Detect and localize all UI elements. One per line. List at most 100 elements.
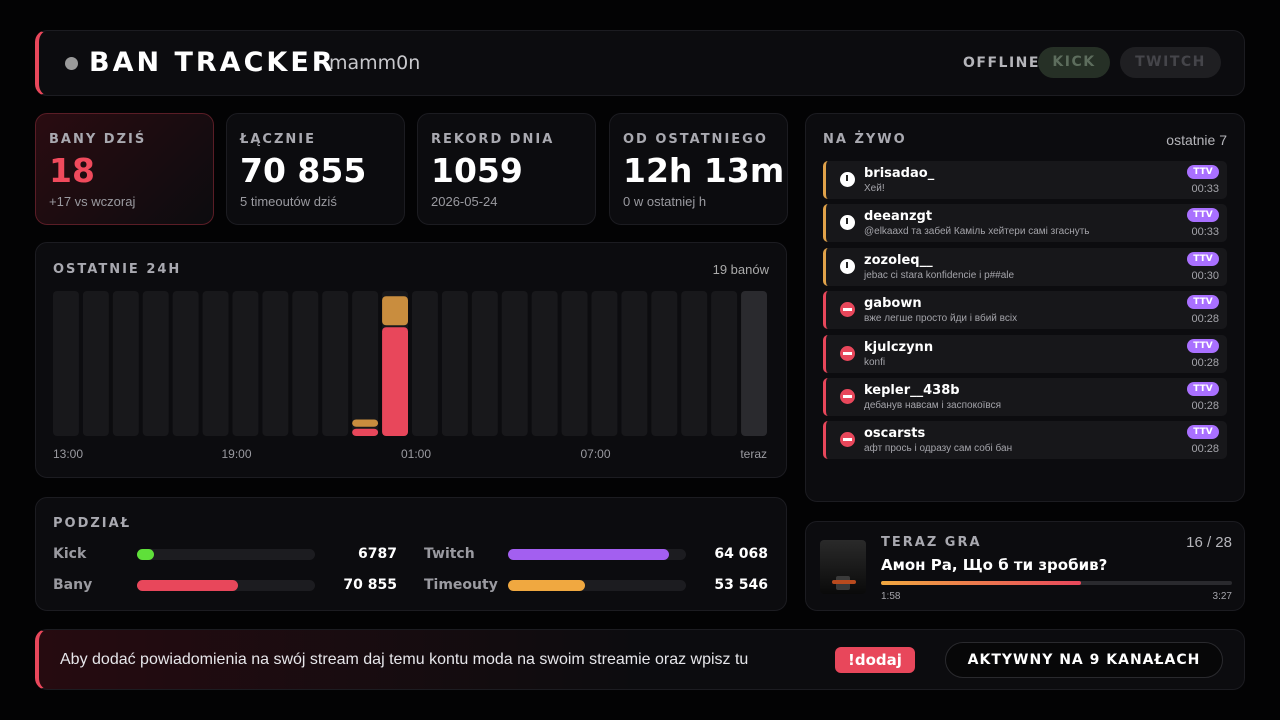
hour-column [741, 291, 767, 436]
stat-value: 1059 [431, 151, 523, 190]
event-row[interactable]: kjulczynn konfi TTV 00:28 [823, 334, 1227, 373]
x-tick-label: teraz [740, 447, 767, 461]
x-tick-label: 01:00 [401, 447, 431, 461]
hour-column [711, 291, 738, 436]
hour-column [352, 291, 379, 436]
event-message: Хей! [864, 183, 885, 194]
event-icon [840, 172, 855, 187]
event-row[interactable]: oscarsts афт прось і одразу сам собі бан T… [823, 421, 1227, 460]
split-track [137, 549, 315, 560]
platform-badge: TTV [1187, 382, 1219, 396]
split-name: Twitch [424, 546, 475, 562]
stat-label: REKORD DNIA [431, 132, 555, 147]
status: OFFLINE [963, 55, 1040, 71]
event-icon [840, 302, 855, 318]
duration-time: 3:27 [1212, 591, 1232, 602]
event-user: gabown [864, 296, 922, 312]
stat-value: 70 855 [240, 151, 367, 190]
stat-card: REKORD DNIA 1059 2026-05-24 [417, 113, 596, 225]
header: BAN TRACKER mamm0n OFFLINE KICK TWITCH [35, 30, 1245, 96]
split-name: Timeouty [424, 577, 498, 593]
event-message: вже легше просто йди і вбий всіх [864, 313, 1018, 325]
event-user: kjulczynn [864, 339, 934, 355]
platform-button[interactable]: TWITCH [1120, 47, 1221, 78]
channels-badge: AKTYWNY NA 9 KANAŁACH [945, 642, 1223, 678]
event-time: 00:28 [1191, 356, 1219, 369]
platform-badge: TTV [1187, 425, 1219, 440]
event-user: brisadao_ [864, 166, 935, 181]
event-icon [840, 345, 855, 361]
split-bar [508, 549, 669, 560]
stat-sub: 2026-05-24 [431, 194, 498, 209]
panel-title: PODZIAŁ [53, 516, 132, 531]
split-bar [508, 580, 585, 591]
event-message: дебанув навсам і заспокоївся [864, 400, 1002, 411]
platform-button[interactable]: KICK [1038, 47, 1110, 78]
ban-bar [352, 428, 379, 436]
event-time: 00:28 [1191, 400, 1219, 412]
footer-bar: Aby dodać powiadomienia na swój stream d… [35, 629, 1245, 690]
icon-mark [843, 351, 852, 355]
event-message: jebac ci stara konfidencie i p##ale [864, 269, 1015, 281]
icon-mark [843, 438, 852, 442]
platform-badge: TTV [1187, 208, 1219, 223]
elapsed-time: 1:58 [881, 591, 901, 602]
icon-mark [843, 395, 852, 398]
track-position: 16 / 28 [1186, 534, 1232, 551]
song-title: Амон Ра, Що б ти зробив? [881, 556, 1108, 574]
stat-label: ŁĄCZNIE [240, 132, 316, 147]
platform-badge: TTV [1187, 251, 1219, 266]
event-row[interactable]: kepler__438b дебанув навсам і заспокоївся… [823, 378, 1227, 416]
event-row[interactable]: zozoleq__ jebac ci stara konfidencie i p#… [823, 247, 1227, 286]
split-bar [137, 580, 239, 591]
split-value: 70 855 [343, 577, 397, 593]
activity-panel: OSTATNIE 24H 19 banów 13:00 19:00 01:00 07:00… [35, 242, 787, 478]
stat-value: 18 [49, 151, 95, 190]
live-panel: NA ŻYWO ostatnie 7 brisadao_ Хей! TTV 00:33 de… [805, 113, 1245, 502]
event-time: 00:30 [1191, 269, 1219, 282]
stat-sub: 5 timeoutów dziś [240, 194, 337, 209]
album-art [820, 540, 866, 594]
event-row[interactable]: brisadao_ Хей! TTV 00:33 [823, 161, 1227, 199]
event-time: 00:33 [1191, 226, 1219, 239]
event-row[interactable]: gabown вже легше просто йди і вбий всіх TT… [823, 291, 1227, 330]
hour-column [112, 291, 139, 436]
hour-column [681, 291, 708, 436]
hour-column [53, 291, 79, 436]
split-track [508, 580, 686, 591]
x-tick-label: 13:00 [53, 447, 83, 461]
event-icon [840, 258, 855, 274]
timeout-bar [382, 296, 408, 326]
stat-sub: 0 w ostatniej h [623, 194, 707, 209]
event-icon [840, 432, 855, 448]
platform-badge: TTV [1187, 295, 1219, 310]
hour-column [172, 291, 199, 436]
split-value: 64 068 [714, 546, 768, 562]
event-message: афт прось і одразу сам собі бан [864, 443, 1013, 455]
x-tick-label: 19:00 [221, 447, 251, 461]
event-icon [840, 215, 855, 231]
timeout-bar [352, 419, 379, 427]
event-message: konfi [864, 356, 886, 368]
split-track [508, 549, 686, 560]
hour-column [82, 291, 109, 436]
icon-mark [843, 308, 852, 312]
event-time: 00:28 [1191, 313, 1219, 326]
split-name: Bany [53, 577, 93, 593]
event-time: 00:33 [1191, 183, 1219, 195]
split-name: Kick [53, 546, 87, 562]
split-panel: PODZIAŁ Kick 6787 Twitch 64 068 Bany 70 855 Tim… [35, 497, 787, 611]
event-icon [840, 389, 855, 404]
split-bar [137, 549, 155, 560]
progress-track [881, 581, 1232, 585]
panel-title: NA ŻYWO [823, 132, 907, 147]
event-row[interactable]: deeanzgt @elkaaxd та забей Каміль хейтери… [823, 204, 1227, 243]
now-playing-panel: TERAZ GRA 16 / 28 Амон Ра, Що б ти зробив?… [805, 521, 1245, 611]
ban-bar [382, 327, 408, 436]
command-badge: !dodaj [835, 647, 915, 673]
icon-mark [846, 218, 848, 225]
hour-column [142, 291, 169, 436]
platform-badge: TTV [1187, 338, 1219, 353]
hour-column [561, 291, 588, 436]
